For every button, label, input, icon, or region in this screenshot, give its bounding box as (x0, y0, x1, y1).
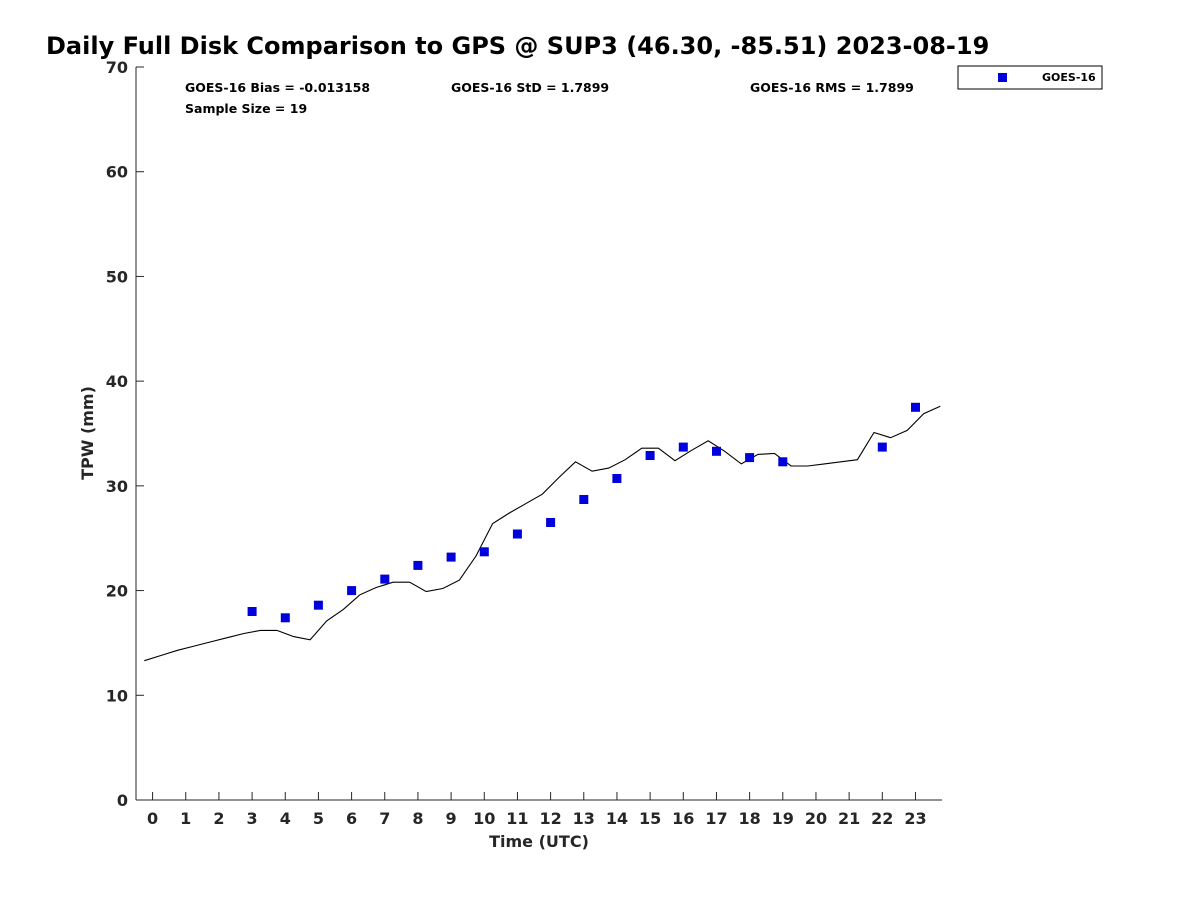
y-tick-label: 50 (106, 267, 128, 286)
x-tick-label: 1 (180, 809, 191, 828)
goes16-point (546, 518, 556, 527)
stat-sample-size: Sample Size = 19 (185, 101, 307, 116)
y-tick-label: 60 (106, 163, 128, 182)
goes16-point (512, 529, 522, 539)
y-tick-label: 20 (106, 582, 128, 601)
goes16-point (612, 474, 622, 483)
y-tick-label: 30 (106, 477, 128, 496)
x-tick-label: 7 (379, 809, 390, 828)
x-axis-label: Time (UTC) (489, 832, 589, 851)
y-axis-label: TPW (mm) (78, 386, 97, 480)
goes16-point (413, 560, 423, 570)
goes16-point (745, 453, 755, 463)
gps-line-group (144, 405, 941, 662)
goes16-point (380, 574, 390, 584)
x-tick-label: 2 (213, 809, 224, 828)
x-tick-label: 19 (772, 809, 794, 828)
x-tick-label: 9 (446, 809, 457, 828)
x-tick-label: 21 (838, 809, 860, 828)
x-tick-label: 14 (606, 809, 628, 828)
x-tick-label: 20 (805, 809, 827, 828)
x-tick-label: 5 (313, 809, 324, 828)
plot-area (136, 67, 942, 800)
x-tick-label: 15 (639, 809, 661, 828)
y-tick-label: 40 (106, 372, 128, 391)
stat-rms: GOES-16 RMS = 1.7899 (750, 80, 914, 95)
stat-bias: GOES-16 Bias = -0.013158 (185, 80, 370, 95)
goes16-point (446, 552, 456, 562)
goes16-point (479, 547, 489, 557)
goes16-point (678, 442, 688, 452)
y-tick-label: 70 (106, 58, 128, 77)
x-tick-label: 16 (672, 809, 694, 828)
legend-box (957, 65, 1103, 90)
goes16-point (247, 607, 257, 616)
goes16-point (313, 600, 323, 610)
x-tick-label: 22 (871, 809, 893, 828)
goes16-point (579, 495, 589, 504)
goes16-point (347, 586, 357, 596)
x-tick-label: 12 (539, 809, 561, 828)
chart-title: Daily Full Disk Comparison to GPS @ SUP3… (46, 32, 989, 60)
x-tick-label: 4 (280, 809, 291, 828)
y-tick-label: 0 (117, 791, 128, 810)
x-tick-label: 0 (147, 809, 158, 828)
legend: GOES-16 (957, 65, 1103, 90)
goes16-point (645, 451, 655, 460)
x-tick-label: 11 (506, 809, 528, 828)
goes16-points-group (247, 402, 920, 623)
goes16-point (280, 613, 290, 623)
x-axis-ticks: 0 1 2 3 4 5 6 7 8 9 10 11 12 13 14 15 16 17 18 19 20 21 22 23 (147, 792, 927, 828)
goes16-point (911, 402, 920, 412)
x-tick-label: 13 (573, 809, 595, 828)
y-axis-ticks: 0 10 20 30 40 50 60 70 (106, 58, 144, 810)
stat-std: GOES-16 StD = 1.7899 (451, 80, 609, 95)
goes16-point (877, 442, 887, 452)
legend-marker-goes16 (998, 73, 1007, 82)
x-tick-label: 8 (412, 809, 423, 828)
y-tick-label: 10 (106, 686, 128, 705)
axes (135, 67, 942, 801)
goes16-point (778, 457, 788, 467)
x-tick-label: 23 (904, 809, 926, 828)
legend-label-goes16: GOES-16 (1042, 71, 1096, 84)
x-tick-label: 6 (346, 809, 357, 828)
x-tick-label: 3 (247, 809, 258, 828)
gps-series-line (144, 405, 941, 662)
goes16-point (712, 446, 721, 456)
x-tick-label: 10 (473, 809, 495, 828)
x-tick-label: 18 (738, 809, 760, 828)
x-tick-label: 17 (705, 809, 727, 828)
